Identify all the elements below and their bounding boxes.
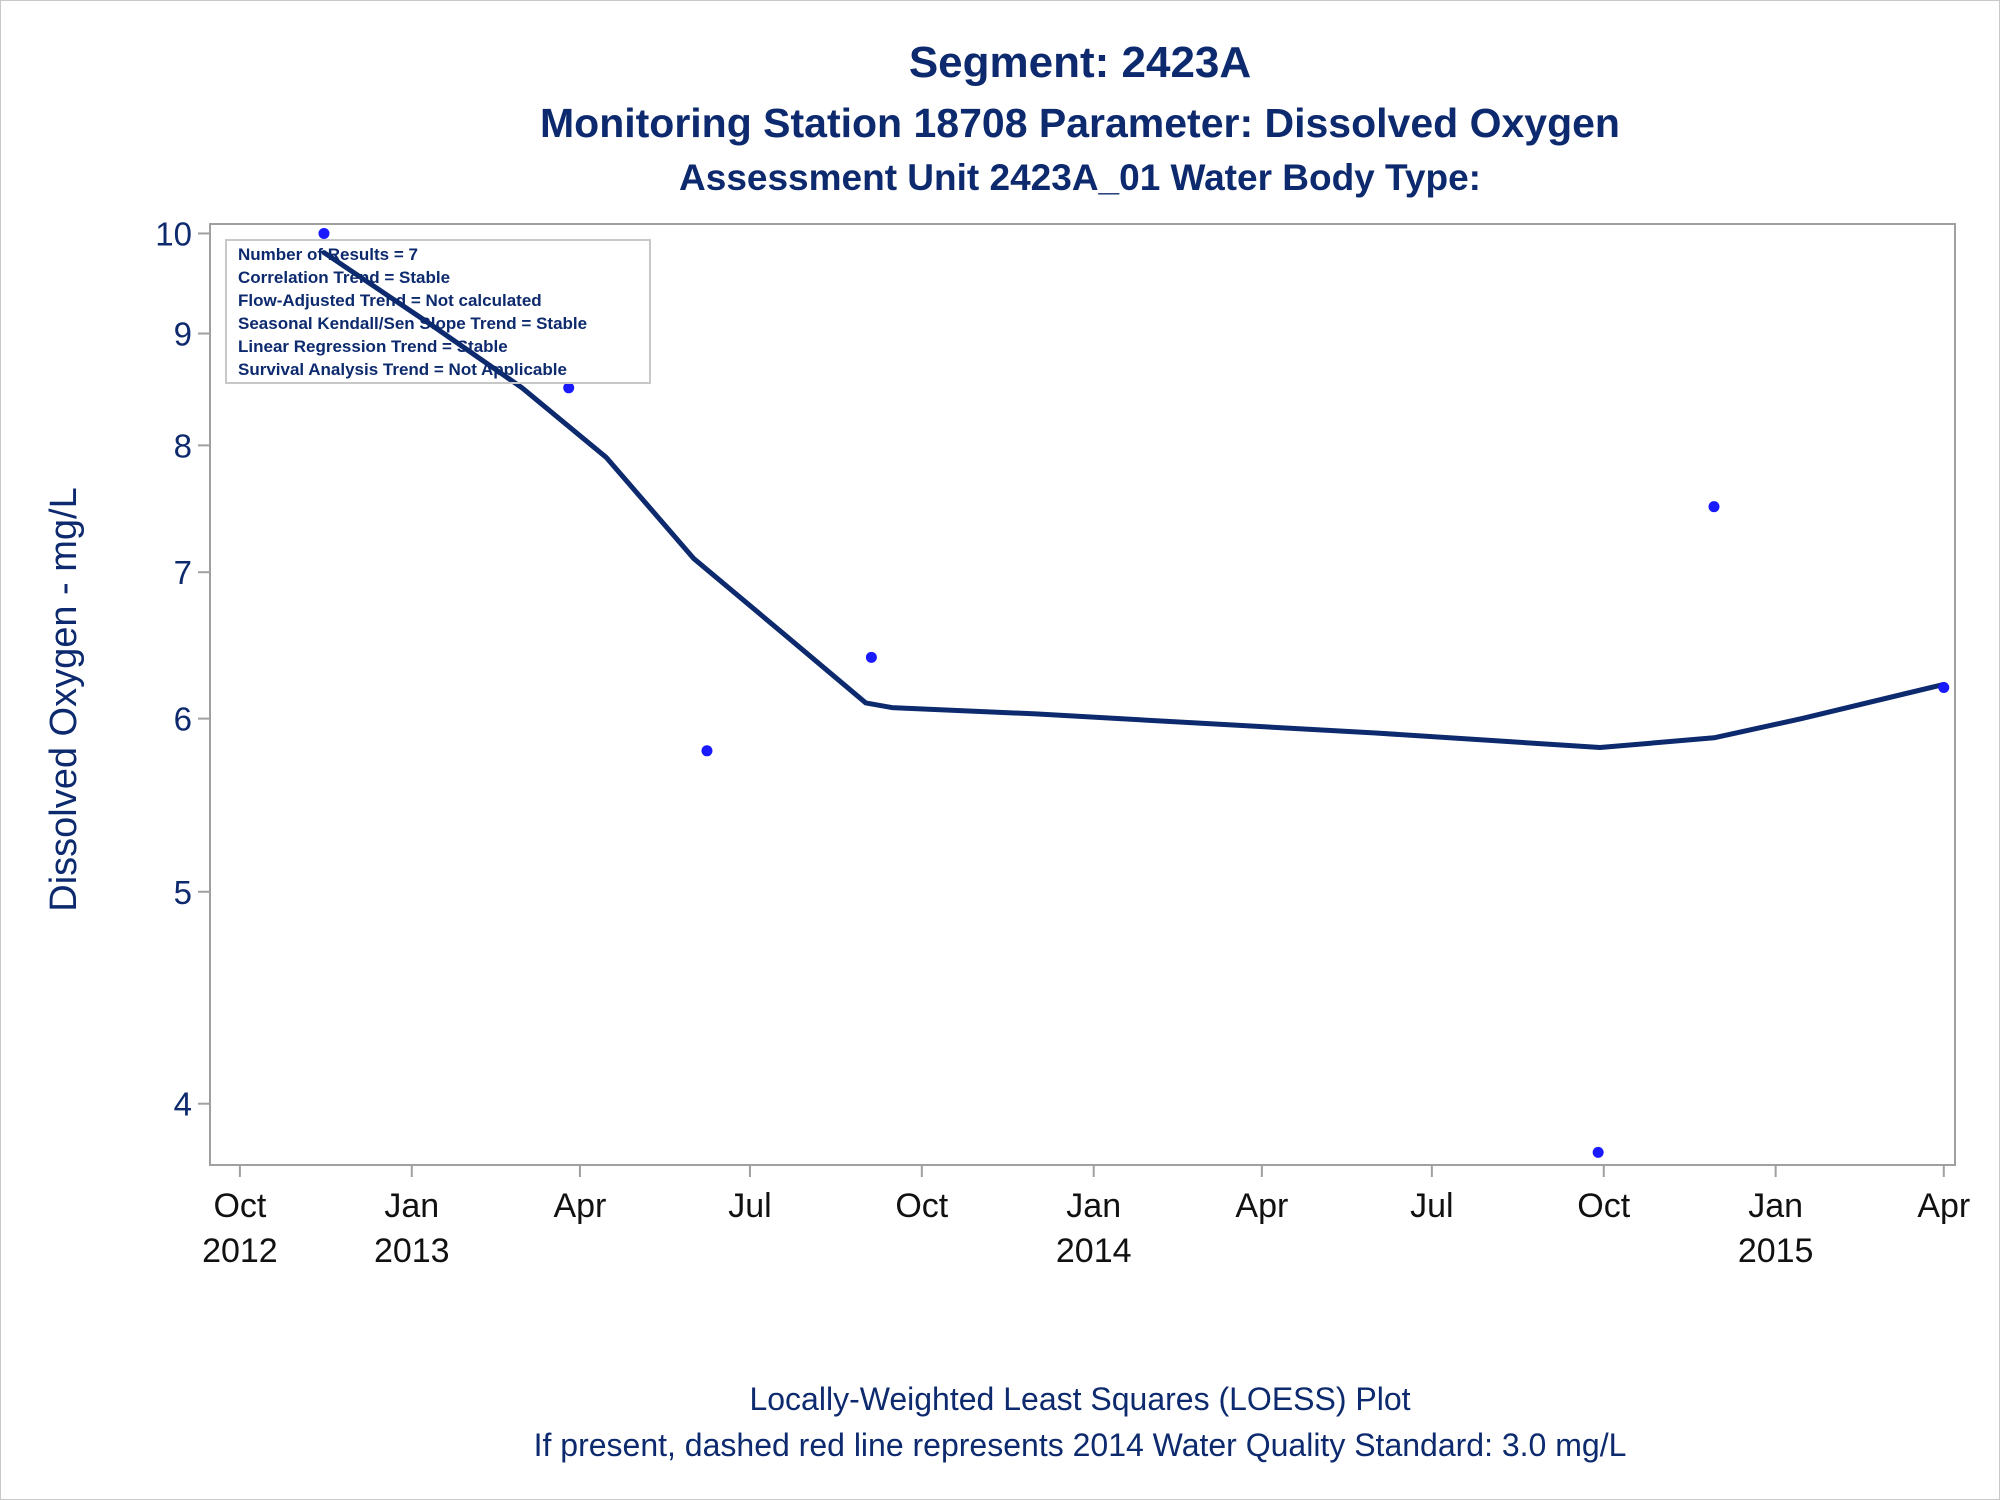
info-line-flow-adjusted: Flow-Adjusted Trend = Not calculated: [238, 291, 542, 310]
y-tick-label: 7: [174, 554, 192, 591]
info-line-survival: Survival Analysis Trend = Not Applicable: [238, 360, 567, 379]
loess-line: [321, 250, 1947, 750]
x-tick-year-label: 2015: [1738, 1232, 1814, 1270]
chart-subtitle: Monitoring Station 18708 Parameter: Diss…: [540, 100, 1620, 146]
x-tick-label: Oct: [895, 1187, 948, 1225]
x-tick-year-label: 2014: [1056, 1232, 1132, 1270]
x-tick-label: Oct: [213, 1187, 266, 1225]
info-line-results: Number of Results = 7: [238, 245, 418, 264]
data-point: [318, 227, 330, 239]
y-tick-label: 8: [174, 427, 192, 464]
info-line-correlation: Correlation Trend = Stable: [238, 268, 451, 287]
x-tick-label: Jan: [384, 1187, 439, 1225]
chart-subtitle-2: Assessment Unit 2423A_01 Water Body Type…: [679, 157, 1481, 198]
y-tick-label: 4: [174, 1086, 192, 1123]
data-point: [563, 382, 575, 394]
footnote-standard: If present, dashed red line represents 2…: [533, 1427, 1627, 1463]
data-point: [865, 651, 877, 663]
x-tick-year-label: 2012: [202, 1232, 278, 1270]
chart-title: Segment: 2423A: [908, 38, 1252, 87]
x-tick-label: Apr: [1917, 1187, 1970, 1225]
trend-info-box: Number of Results = 7 Correlation Trend …: [225, 239, 651, 384]
data-point: [701, 745, 713, 757]
x-tick-label: Jul: [728, 1187, 771, 1225]
data-point: [1708, 501, 1720, 513]
x-tick-label: Jan: [1066, 1187, 1121, 1225]
data-point: [1938, 681, 1950, 693]
data-point: [1592, 1146, 1604, 1158]
x-tick-year-label: 2013: [374, 1232, 450, 1270]
y-axis-label: Dissolved Oxygen - mg/L: [43, 487, 85, 912]
x-tick-label: Jan: [1748, 1187, 1803, 1225]
y-tick-label: 5: [174, 874, 192, 911]
info-line-linear-regression: Linear Regression Trend = Stable: [238, 337, 508, 356]
x-tick-label: Oct: [1577, 1187, 1630, 1225]
plot-area-border: [209, 223, 1956, 1166]
x-tick-label: Apr: [553, 1187, 606, 1225]
y-tick-label: 10: [155, 215, 192, 252]
y-tick-label: 6: [174, 701, 192, 738]
footnote-loess: Locally-Weighted Least Squares (LOESS) P…: [749, 1381, 1411, 1417]
info-line-seasonal-kendall: Seasonal Kendall/Sen Slope Trend = Stabl…: [238, 314, 588, 333]
y-tick-label: 9: [174, 316, 192, 353]
x-tick-label: Jul: [1410, 1187, 1453, 1225]
x-tick-label: Apr: [1235, 1187, 1288, 1225]
